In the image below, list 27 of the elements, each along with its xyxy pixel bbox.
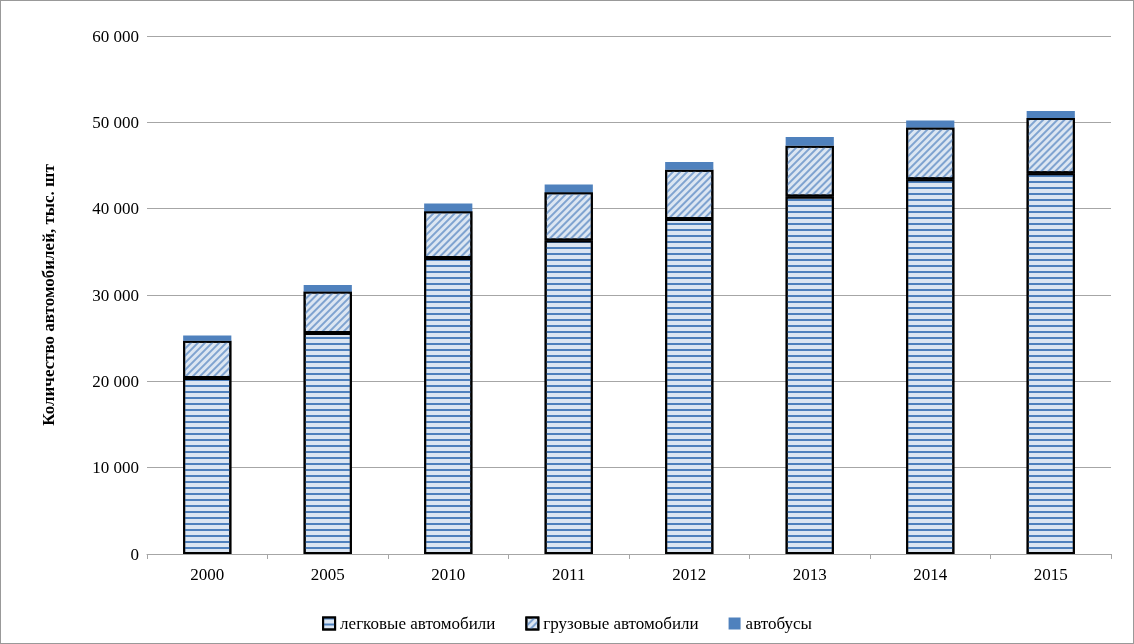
bar bbox=[785, 137, 834, 146]
y-tick-label: 20 000 bbox=[92, 371, 139, 391]
x-tick-label: 2000 bbox=[190, 565, 225, 584]
x-tick-label: 2010 bbox=[431, 565, 466, 584]
legend-label: грузовые автомобили bbox=[543, 614, 699, 633]
y-tick-label: 0 bbox=[130, 544, 139, 564]
y-tick-label: 40 000 bbox=[92, 199, 139, 219]
bar bbox=[1026, 111, 1075, 119]
legend-label: легковые автомобили bbox=[340, 614, 496, 633]
bar bbox=[424, 203, 473, 212]
y-tick-label: 10 000 bbox=[92, 458, 139, 478]
y-tick-label: 50 000 bbox=[92, 112, 139, 132]
y-axis-title: Количество автомобилей, тыс. шт bbox=[39, 163, 58, 426]
legend-label: автобусы bbox=[745, 614, 813, 633]
bar bbox=[303, 285, 352, 292]
x-tick-label: 2015 bbox=[1033, 565, 1068, 584]
y-tick-label: 30 000 bbox=[92, 285, 139, 305]
bar bbox=[665, 162, 714, 170]
x-tick-label: 2012 bbox=[672, 565, 707, 584]
x-tick-label: 2005 bbox=[310, 565, 345, 584]
bar bbox=[544, 184, 593, 193]
x-tick-label: 2014 bbox=[913, 565, 948, 584]
y-tick-label: 60 000 bbox=[92, 26, 139, 46]
bar bbox=[906, 120, 955, 128]
bar bbox=[183, 335, 232, 341]
x-tick-label: 2013 bbox=[792, 565, 827, 584]
x-tick-label: 2011 bbox=[552, 565, 586, 584]
